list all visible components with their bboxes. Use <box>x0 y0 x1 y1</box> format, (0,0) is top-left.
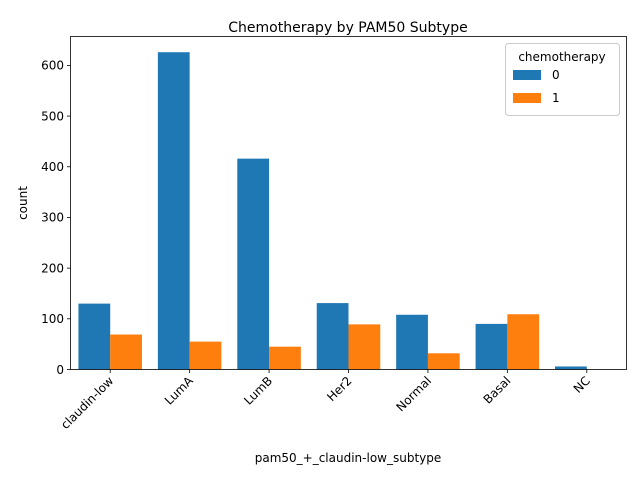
bar-NC-series-0 <box>555 366 587 370</box>
y-tick-label: 400 <box>41 160 64 174</box>
bars <box>78 52 587 370</box>
y-tick-label: 100 <box>41 312 64 326</box>
legend-swatch-0 <box>513 70 541 80</box>
legend-title: chemotherapy <box>518 50 605 64</box>
x-tick-label: LumB <box>241 374 275 408</box>
bar-Normal-series-0 <box>396 314 428 370</box>
bar-claudin-low-series-0 <box>78 303 111 370</box>
x-tick-label: Her2 <box>324 374 354 404</box>
bar-Basal-series-1 <box>507 314 540 370</box>
y-tick-label: 600 <box>41 59 64 73</box>
chart-title: Chemotherapy by PAM50 Subtype <box>228 20 467 36</box>
legend: chemotherapy 01 <box>505 43 620 116</box>
x-tick-label: claudin-low <box>58 374 116 432</box>
legend-label-1: 1 <box>552 91 560 105</box>
x-tick-label: NC <box>571 374 593 396</box>
bar-Her2-series-0 <box>316 303 349 370</box>
plot-frame <box>70 36 627 370</box>
bar-claudin-low-series-1 <box>110 334 142 370</box>
bar-Her2-series-1 <box>348 324 381 370</box>
bar-LumA-series-1 <box>189 341 222 370</box>
bar-Basal-series-0 <box>475 323 508 370</box>
bar-LumB-series-0 <box>237 158 270 370</box>
legend-swatch-1 <box>513 93 541 103</box>
x-tick-label: Basal <box>481 374 514 407</box>
y-axis-label: count <box>16 186 30 220</box>
y-tick-label: 500 <box>41 109 64 123</box>
y-tick-label: 200 <box>41 261 64 275</box>
x-axis-label: pam50_+_claudin-low_subtype <box>255 451 442 465</box>
y-tick-label: 300 <box>41 211 64 225</box>
bar-LumB-series-1 <box>269 346 301 370</box>
y-axis: 0 100 200 300 400 500 600 <box>41 59 71 377</box>
y-tick-label: 0 <box>56 363 64 377</box>
x-tick-label: LumA <box>162 373 196 407</box>
bar-Normal-series-1 <box>427 353 460 370</box>
bar-LumA-series-0 <box>157 52 190 370</box>
x-tick-label: Normal <box>393 374 434 415</box>
legend-label-0: 0 <box>552 68 560 82</box>
x-axis: claudin-low LumA LumB Her2 Normal Basal NC <box>58 369 593 432</box>
legend-items: 01 <box>513 68 560 105</box>
